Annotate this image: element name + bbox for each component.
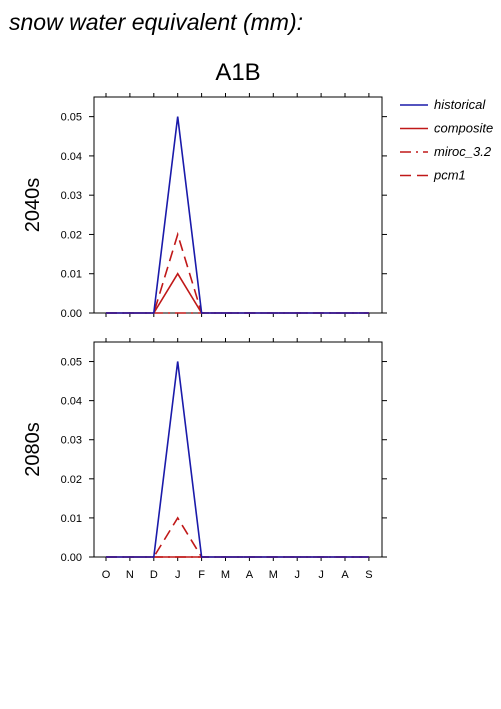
legend-label: composite [434,121,493,136]
x-tick-label: D [150,569,158,581]
page-title: snow water equivalent (mm): [9,9,303,35]
x-tick-label: J [318,569,324,581]
y-tick-label: 0.04 [61,396,82,408]
y-tick-label: 0.02 [61,474,82,486]
row-label: 2080s [22,422,44,477]
x-tick-label: J [175,569,181,581]
x-tick-label: A [341,569,349,581]
y-tick-label: 0.00 [61,308,82,320]
y-tick-label: 0.02 [61,229,82,241]
x-tick-label: M [221,569,230,581]
legend-label: miroc_3.2 [434,144,492,159]
y-tick-label: 0.05 [61,112,82,124]
y-tick-label: 0.03 [61,190,82,202]
y-tick-label: 0.00 [61,552,82,564]
x-tick-label: J [294,569,300,581]
y-tick-label: 0.01 [61,269,82,281]
legend-label: pcm1 [433,168,466,183]
y-tick-label: 0.01 [61,513,82,525]
series-line-composite [106,272,369,314]
x-tick-label: S [365,569,372,581]
legend: historical composite miroc_3.2 pcm1 [400,97,493,183]
x-tick-label: F [198,569,205,581]
series-line-historical [106,116,369,314]
x-tick-label: N [126,569,134,581]
y-tick-label: 0.03 [61,435,82,447]
x-tick-label: A [246,569,254,581]
row-label: 2040s [22,178,44,233]
series-line-pcm1 [106,516,369,558]
y-tick-label: 0.04 [61,151,82,163]
scenario-title: A1B [215,59,260,86]
plot-frame [93,341,383,558]
y-tick-label: 0.05 [61,357,82,369]
plot-frame [93,96,383,314]
series-line-pcm1 [106,231,369,314]
series-line-historical [106,361,369,558]
panel-2040s: 0.00 0.01 0.02 0.03 0.04 0.05 2040s [22,93,387,320]
panel-2080s: 0.00 0.01 0.02 0.03 0.04 0.05 O N D J F M A M J J A S 2080… [22,338,387,581]
legend-label: historical [434,97,486,112]
x-tick-label: M [269,569,278,581]
x-tick-label: O [102,569,111,581]
